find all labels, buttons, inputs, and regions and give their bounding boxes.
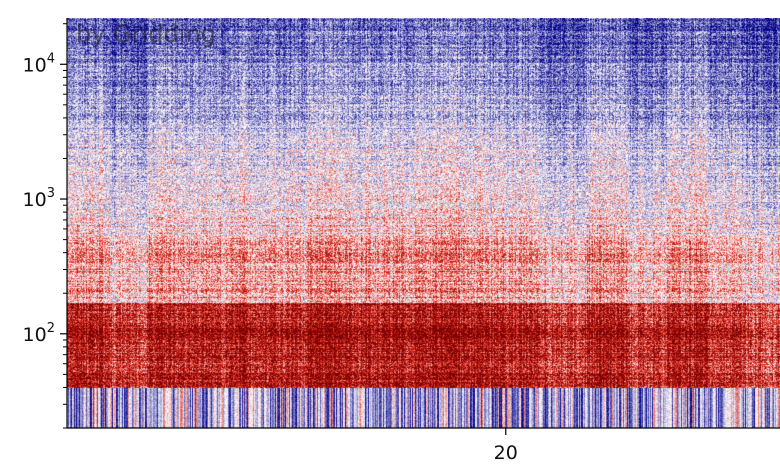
spectrogram-heatmap xyxy=(67,18,780,428)
x-tick-label: 20 xyxy=(494,442,518,464)
watermark-text: by Gridding xyxy=(76,20,216,48)
y-tick-label: 103 xyxy=(23,186,55,211)
y-tick-label: 102 xyxy=(23,321,55,346)
y-tick-label: 104 xyxy=(23,51,55,76)
